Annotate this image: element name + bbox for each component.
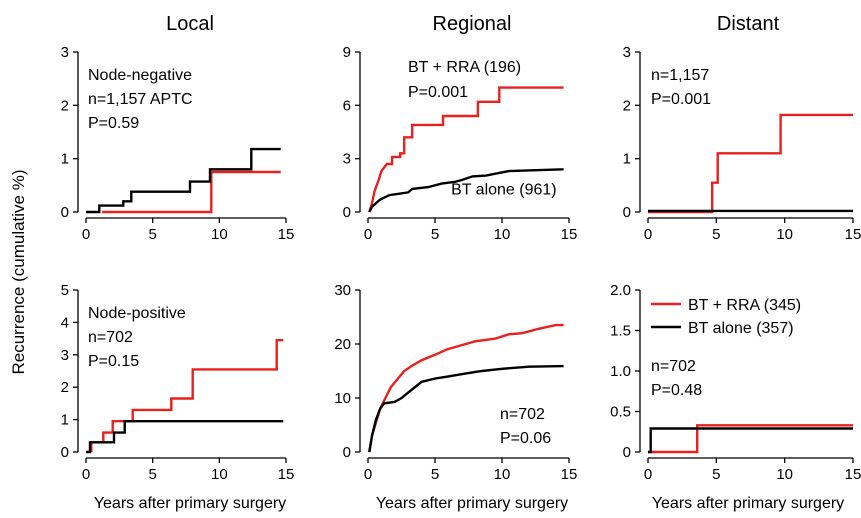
x-tick-label: 0	[82, 466, 90, 483]
series-line-bt-alone	[648, 427, 853, 454]
panel-annotation: Node-positive	[88, 305, 186, 322]
x-tick-label: 0	[644, 226, 652, 243]
x-tick-label: 15	[845, 226, 861, 243]
y-axis-label: Recurrence (cumulative %)	[9, 169, 28, 374]
x-tick-label: 15	[561, 226, 578, 243]
x-axis-label-right: Years after primary surgery	[652, 495, 844, 512]
series-line-bt-rra	[648, 113, 853, 214]
legend: BT + RRA (345) BT alone (357)	[651, 297, 801, 337]
panel-0-1: 0 3 6 9 0 5 10 15 BT + RRA (196) P=0.001 BT alone …	[343, 44, 578, 243]
y-tick-label: 1	[61, 151, 69, 168]
panel-annotation: P=0.59	[88, 115, 139, 132]
x-tick-label: 5	[431, 226, 439, 243]
series-line-bt-rra	[648, 424, 853, 454]
panel-annotation: P=0.15	[88, 353, 139, 370]
y-tick-label: 30	[334, 282, 351, 299]
y-tick-label: 9	[343, 44, 351, 61]
legend-label: BT + RRA (345)	[688, 297, 801, 314]
panel-annotation: P=0.001	[651, 91, 711, 108]
series-label: BT alone (961)	[451, 182, 557, 199]
x-tick-label: 10	[211, 226, 228, 243]
y-tick-label: 0	[61, 444, 69, 461]
panel-1-2: 0 0.5 1.0 1.5 2.0 0 5 10 15 n=702 P=0.48 BT + RRA (…	[610, 282, 861, 483]
x-tick-label: 0	[644, 466, 652, 483]
y-tick-label: 0	[623, 444, 631, 461]
x-tick-label: 15	[845, 466, 861, 483]
x-tick-label: 15	[561, 466, 578, 483]
x-tick-label: 10	[494, 226, 511, 243]
x-axis-label-middle: Years after primary surgery	[376, 495, 568, 512]
panel-annotation: n=1,157 APTC	[88, 91, 193, 108]
x-tick-label: 10	[776, 466, 793, 483]
panel-annotation: n=702	[500, 406, 545, 423]
y-tick-label: 3	[343, 151, 351, 168]
y-tick-label: 2.0	[610, 282, 631, 299]
y-tick-label: 6	[343, 97, 351, 114]
x-tick-label: 10	[776, 226, 793, 243]
y-tick-label: 20	[334, 336, 351, 353]
x-tick-label: 5	[712, 226, 720, 243]
series-line-bt-alone	[368, 168, 564, 213]
column-title-distant: Distant	[717, 13, 780, 35]
panel-1-1: 0 10 20 30 0 5 10 15 n=702 P=0.06	[334, 282, 577, 483]
panel-1-0: 0 1 2 3 4 5 0 5 10 15 Node-positive n=702 P=0.15	[61, 282, 295, 483]
x-tick-label: 15	[278, 466, 295, 483]
series-line-bt-rra	[102, 170, 281, 214]
y-tick-label: 2	[61, 97, 69, 114]
x-axis-label-left: Years after primary surgery	[94, 495, 286, 512]
series-line-bt-alone	[368, 364, 564, 453]
y-tick-label: 0	[61, 204, 69, 221]
x-tick-label: 0	[364, 466, 372, 483]
panel-annotation: P=0.06	[500, 430, 551, 447]
panel-annotation: Node-negative	[88, 67, 192, 84]
y-tick-label: 4	[61, 314, 69, 331]
x-tick-label: 5	[712, 466, 720, 483]
x-tick-label: 5	[148, 226, 156, 243]
x-tick-label: 15	[278, 226, 295, 243]
y-tick-label: 2	[623, 97, 631, 114]
x-tick-label: 10	[211, 466, 228, 483]
panel-annotation: n=1,157	[651, 67, 709, 84]
y-tick-label: 0.5	[610, 404, 631, 421]
x-tick-label: 10	[494, 466, 511, 483]
y-tick-label: 1.0	[610, 363, 631, 380]
y-tick-label: 3	[623, 44, 631, 61]
y-tick-label: 1.5	[610, 323, 631, 340]
y-tick-label: 0	[343, 444, 351, 461]
y-tick-label: 2	[61, 379, 69, 396]
y-tick-label: 1	[61, 412, 69, 429]
x-tick-label: 5	[431, 466, 439, 483]
y-tick-label: 0	[623, 204, 631, 221]
x-tick-label: 0	[82, 226, 90, 243]
column-title-regional: Regional	[433, 13, 512, 35]
series-line-bt-rra	[90, 339, 284, 452]
panel-annotation: n=702	[651, 358, 696, 375]
y-tick-label: 5	[61, 282, 69, 299]
y-tick-label: 1	[623, 151, 631, 168]
series-line-bt-alone	[86, 147, 281, 214]
y-tick-label: 3	[61, 347, 69, 364]
x-tick-label: 0	[364, 226, 372, 243]
panel-annotation: P=0.001	[408, 84, 468, 101]
legend-label: BT alone (357)	[688, 320, 794, 337]
panel-annotation: n=702	[88, 329, 133, 346]
panel-annotation: BT + RRA (196)	[408, 59, 521, 76]
series-line-bt-alone	[86, 420, 284, 454]
panel-annotation: P=0.48	[651, 382, 702, 399]
x-tick-label: 5	[148, 466, 156, 483]
panel-0-0: 0 1 2 3 0 5 10 15 Node-negative n=1,157 APTC P=0.5…	[61, 44, 295, 243]
series-line-bt-rra	[368, 86, 564, 213]
panel-0-2: 0 1 2 3 0 5 10 15 n=1,157 P=0.001	[623, 44, 861, 243]
y-tick-label: 3	[61, 44, 69, 61]
y-tick-label: 0	[343, 204, 351, 221]
y-tick-label: 10	[334, 390, 351, 407]
column-title-local: Local	[166, 13, 214, 35]
